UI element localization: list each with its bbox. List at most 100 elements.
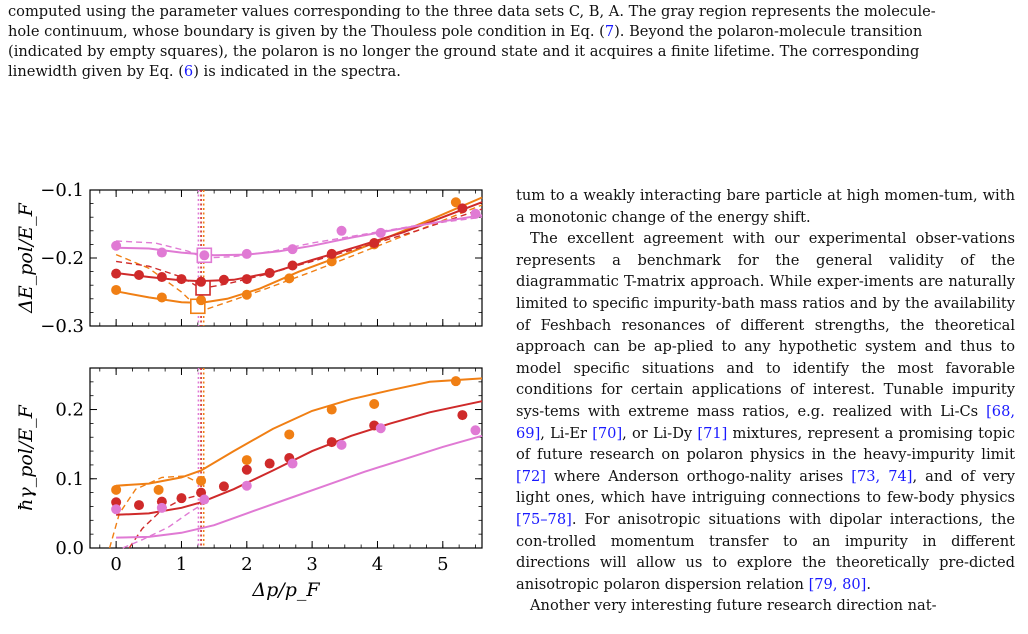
caption-line-4: linewidth given by Eq. ( xyxy=(8,63,184,80)
top-data-point-B xyxy=(287,260,298,271)
figure-caption: computed using the parameter values corr… xyxy=(8,2,1018,82)
top-data-point-C xyxy=(111,240,122,251)
top-data-point-C xyxy=(470,208,481,219)
bottom-data-point-A xyxy=(196,475,207,486)
bottom-data-point-B xyxy=(176,493,187,504)
top-data-point-C xyxy=(336,225,347,236)
body-text: tum to a weakly interacting bare particl… xyxy=(516,185,1015,617)
citation-75-78[interactable]: [75–78] xyxy=(516,510,572,528)
top-data-point-B xyxy=(264,267,275,278)
bottom-data-point-B xyxy=(326,437,337,448)
bottom-data-point-B xyxy=(241,464,252,475)
top-data-point-C xyxy=(199,250,210,261)
bottom-plot-frame xyxy=(89,367,483,549)
top-data-point-A xyxy=(284,273,295,284)
bottom-xtick-label: 0 xyxy=(110,554,121,575)
top-data-point-B xyxy=(196,276,207,287)
top-ytick-label: −0.1 xyxy=(40,180,84,201)
top-data-point-A xyxy=(241,289,252,300)
paragraph-2-h: . xyxy=(866,575,872,593)
bottom-data-point-A xyxy=(450,376,461,387)
bottom-data-point-A xyxy=(111,484,122,495)
paragraph-2: The excellent agreement with our experim… xyxy=(516,228,1015,595)
bottom-data-point-C xyxy=(336,439,347,450)
bottom-data-point-B xyxy=(457,410,468,421)
paragraph-2-g: . For anisotropic situations with dipola… xyxy=(516,510,1015,593)
bottom-solid-curve-A xyxy=(116,377,483,487)
top-data-point-A xyxy=(111,284,122,295)
paragraph-2-a: The excellent agreement with our experim… xyxy=(516,230,1015,420)
bottom-data-point-C xyxy=(111,504,122,515)
equation-link-7[interactable]: 7 xyxy=(604,23,615,40)
bottom-data-point-C xyxy=(199,494,210,505)
top-data-point-A xyxy=(196,295,207,306)
citation-72[interactable]: [72] xyxy=(516,467,546,485)
top-data-point-B xyxy=(156,272,167,283)
top-data-point-C xyxy=(375,227,386,238)
top-data-point-B xyxy=(218,274,229,285)
top-data-point-B xyxy=(111,268,122,279)
bottom-ytick-label: 0.2 xyxy=(55,400,84,421)
top-data-point-C xyxy=(287,244,298,255)
bottom-xtick-label: 4 xyxy=(372,554,383,575)
top-ytick-label: −0.2 xyxy=(40,248,84,269)
paragraph-3: Another very interesting future research… xyxy=(530,597,937,615)
top-ytick-label: −0.3 xyxy=(40,316,84,337)
bottom-solid-curve-B xyxy=(116,400,483,516)
bottom-data-point-B xyxy=(111,497,122,508)
caption-line-1: computed using the parameter values corr… xyxy=(8,3,936,20)
top-data-point-B xyxy=(369,238,380,249)
top-data-point-B xyxy=(176,274,187,285)
citation-71[interactable]: [71] xyxy=(697,424,728,442)
bottom-data-point-C xyxy=(287,458,298,469)
bottom-xtick-label: 3 xyxy=(306,554,317,575)
bottom-data-point-B xyxy=(134,500,144,511)
bottom-data-point-A xyxy=(369,399,380,409)
bottom-xlabel: Δp/p_F xyxy=(251,579,320,601)
polaron-figure: −0.1 −0.2 −0.3 ΔE_pol/E_F 0.0 0.1 0.2 0 1 2 3 4 5 ħγ_… xyxy=(0,180,500,610)
top-dashed-curve-B xyxy=(115,208,483,290)
caption-line-4-end: ) is indicated in the spectra. xyxy=(193,63,401,80)
citation-68-69[interactable]: [68, 69] xyxy=(516,402,1015,442)
paragraph-2-b: , Li-Er xyxy=(540,424,593,442)
top-solid-curve-C xyxy=(116,214,483,257)
top-data-point-B xyxy=(241,274,252,285)
top-data-point-B xyxy=(134,270,144,280)
top-solid-curve-B xyxy=(115,201,483,283)
top-data-point-A xyxy=(326,256,337,267)
bottom-dashed-curve-C xyxy=(122,502,205,549)
bottom-data-point-C xyxy=(470,425,481,436)
citation-70[interactable]: [70] xyxy=(592,424,623,442)
bottom-data-point-B xyxy=(264,458,275,469)
top-data-point-B xyxy=(457,203,468,214)
bottom-ytick-label: 0.0 xyxy=(55,538,84,559)
bottom-data-point-C xyxy=(156,502,167,513)
bottom-ytick-label: 0.1 xyxy=(55,469,84,490)
citation-73-74[interactable]: [73, 74] xyxy=(851,467,913,485)
bottom-data-point-C xyxy=(375,423,386,434)
bottom-data-point-A xyxy=(153,484,164,495)
bottom-xtick-label: 5 xyxy=(437,554,448,575)
bottom-xtick-label: 2 xyxy=(241,554,252,575)
bottom-data-point-A xyxy=(241,455,252,466)
bottom-data-point-B xyxy=(218,481,229,492)
top-solid-curve-A xyxy=(115,196,483,304)
bottom-data-point-A xyxy=(326,404,337,415)
top-data-point-B xyxy=(326,248,337,259)
bottom-ylabel: ħγ_pol/E_F xyxy=(15,404,37,511)
top-plot-frame xyxy=(89,189,483,327)
paragraph-2-d: mixtures, represent a promising topic of… xyxy=(516,424,1016,464)
paragraph-2-f: , and of very light ones, which have int… xyxy=(516,467,1016,507)
equation-link-6[interactable]: 6 xyxy=(183,63,194,80)
caption-line-3: (indicated by empty squares), the polaro… xyxy=(8,43,920,60)
bottom-data-point-A xyxy=(284,429,295,440)
top-data-point-C xyxy=(241,248,252,259)
bottom-xtick-label: 1 xyxy=(176,554,187,575)
caption-line-2: hole continuum, whose boundary is given … xyxy=(8,23,605,40)
paragraph-1: tum to a weakly interacting bare particl… xyxy=(516,187,1015,226)
citation-79-80[interactable]: [79, 80] xyxy=(808,575,867,593)
paragraph-2-e: where Anderson orthogo-nality arises xyxy=(545,467,852,485)
polaron-figure-svg: −0.1 −0.2 −0.3ΔE_pol/E_F 0.0 0.1 0.2 0 1 2 3 4 5 ħγ_… xyxy=(15,180,483,601)
paragraph-2-c: , or Li-Dy xyxy=(622,424,698,442)
top-ylabel: ΔE_pol/E_F xyxy=(15,202,37,314)
